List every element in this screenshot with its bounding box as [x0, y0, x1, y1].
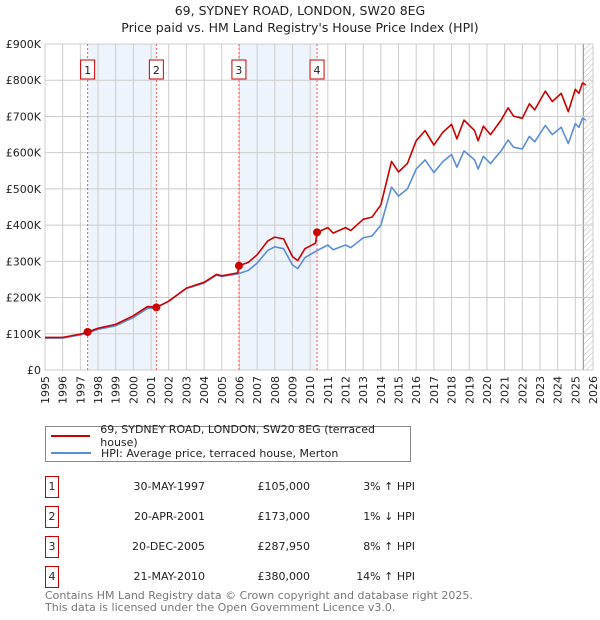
x-tick-label: 1997 — [74, 376, 87, 404]
x-tick-label: 2014 — [375, 376, 388, 404]
legend: 69, SYDNEY ROAD, LONDON, SW20 8EG (terra… — [45, 423, 411, 462]
series-line — [45, 82, 587, 339]
footer-copyright: Contains HM Land Registry data © Crown c… — [45, 589, 473, 602]
x-tick-label: 2026 — [587, 376, 600, 404]
x-tick-label: 2004 — [198, 376, 211, 404]
sale-price: £173,000 — [257, 510, 311, 523]
chart-plot: 1995 1996 1997 1998 1999 2000 2001 2002 2003 2004… — [6, 38, 600, 404]
x-tick-label: 2023 — [534, 376, 547, 404]
legend-swatch-blue — [51, 452, 91, 454]
sale-row: 4 21-MAY-2010 £380,000 14% ↑ HPI — [45, 566, 445, 588]
legend-label: HPI: Average price, terraced house, Mert… — [101, 446, 339, 460]
x-tick-label: 2016 — [410, 376, 423, 404]
y-tick-label: £900K — [6, 38, 42, 51]
legend-label: 69, SYDNEY ROAD, LONDON, SW20 8EG (terra… — [100, 423, 375, 449]
y-tick-label: £600K — [6, 147, 42, 160]
sale-label-box — [231, 59, 247, 80]
sale-hpi-diff: 8% ↑ HPI — [363, 540, 415, 553]
sale-point — [152, 303, 161, 312]
x-tick-label: 1998 — [92, 376, 105, 404]
sale-label-number: 2 — [153, 64, 160, 77]
x-tick-label: 2005 — [216, 376, 229, 404]
sale-number: 4 — [45, 566, 59, 588]
sale-price: £380,000 — [257, 570, 311, 583]
plot-frame — [44, 43, 594, 371]
sale-label-box — [309, 59, 325, 80]
x-tick-label: 2021 — [499, 376, 512, 404]
x-tick-label: 2006 — [233, 376, 246, 404]
x-tick-label: 2022 — [516, 376, 529, 404]
chart-subtitle: Price paid vs. HM Land Registry's House … — [121, 20, 479, 35]
y-tick-label: £500K — [6, 183, 42, 196]
sale-date: 20-APR-2001 — [133, 510, 205, 523]
x-tick-label: 1996 — [57, 376, 70, 404]
x-tick-label: 2019 — [463, 376, 476, 404]
sale-row: 3 20-DEC-2005 £287,950 8% ↑ HPI — [45, 536, 445, 558]
x-tick-label: 2009 — [286, 376, 299, 404]
x-tick-label: 2002 — [163, 376, 176, 404]
y-tick-label: £700K — [6, 110, 42, 123]
sale-date: 20-DEC-2005 — [131, 540, 205, 553]
x-tick-label: 2008 — [269, 376, 282, 404]
sale-label-box — [80, 59, 96, 80]
legend-swatch-red — [51, 435, 91, 437]
x-tick-label: 2007 — [251, 376, 264, 404]
sale-hpi-diff: 3% ↑ HPI — [363, 480, 415, 493]
y-tick-label: £300K — [6, 255, 42, 268]
shaded-period-1-2 — [87, 44, 157, 370]
sale-row: 1 30-MAY-1997 £105,000 3% ↑ HPI — [45, 476, 445, 498]
x-tick-label: 2011 — [322, 376, 335, 404]
x-tick-label: 2001 — [145, 376, 158, 404]
shaded-period-3-4 — [238, 44, 318, 370]
footer-licence: This data is licensed under the Open Gov… — [45, 601, 396, 614]
forecast-hatch — [583, 44, 593, 370]
sale-hpi-diff: 14% ↑ HPI — [356, 570, 415, 583]
sale-label-box — [148, 59, 164, 80]
x-tick-label: 1999 — [110, 376, 123, 404]
x-tick-label: 2024 — [552, 376, 565, 404]
sale-point — [234, 261, 243, 270]
sale-number: 2 — [45, 506, 59, 528]
x-tick-label: 2010 — [304, 376, 317, 404]
legend-item-property: 69, SYDNEY ROAD, LONDON, SW20 8EG (terra… — [51, 423, 410, 449]
y-tick-label: £800K — [6, 74, 42, 87]
sale-date: 30-MAY-1997 — [133, 480, 205, 493]
x-tick-label: 2000 — [127, 376, 140, 404]
sale-row: 2 20-APR-2001 £173,000 1% ↓ HPI — [45, 506, 445, 528]
y-tick-label: £400K — [6, 219, 42, 232]
sale-date: 21-MAY-2010 — [133, 570, 205, 583]
sale-point — [83, 327, 92, 336]
x-tick-label: 2018 — [446, 376, 459, 404]
x-tick-label: 2025 — [569, 376, 582, 404]
x-tick-label: 2003 — [180, 376, 193, 404]
y-tick-label: £0 — [27, 364, 41, 377]
sale-point — [313, 228, 322, 237]
x-tick-label: 1995 — [39, 376, 52, 404]
sale-label-number: 3 — [235, 64, 242, 77]
x-tick-label: 2015 — [393, 376, 406, 404]
sale-number: 3 — [45, 536, 59, 558]
x-tick-label: 2013 — [357, 376, 370, 404]
sale-label-number: 1 — [84, 64, 91, 77]
sale-price: £287,950 — [257, 540, 311, 553]
sale-label-number: 4 — [314, 64, 321, 77]
x-tick-label: 2020 — [481, 376, 494, 404]
chart-title: 69, SYDNEY ROAD, LONDON, SW20 8EG — [174, 3, 426, 18]
y-tick-label: £100K — [6, 328, 42, 341]
y-tick-label: £200K — [6, 292, 42, 305]
legend-item-hpi: HPI: Average price, terraced house, Mert… — [51, 445, 338, 461]
x-tick-label: 2012 — [340, 376, 353, 404]
sale-number: 1 — [45, 476, 59, 498]
x-tick-label: 2017 — [428, 376, 441, 404]
sale-hpi-diff: 1% ↓ HPI — [363, 510, 415, 523]
sale-price: £105,000 — [257, 480, 311, 493]
